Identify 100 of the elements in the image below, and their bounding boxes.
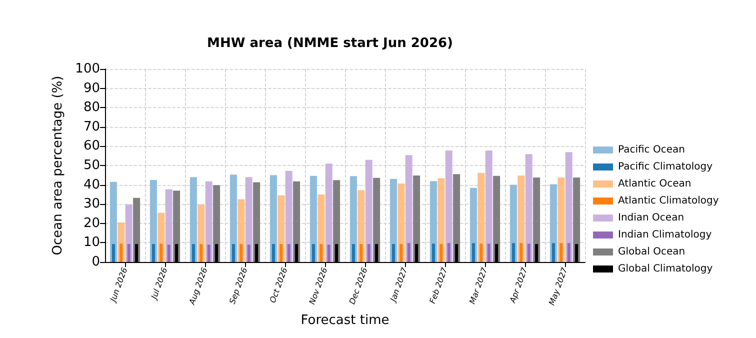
bar <box>310 176 317 262</box>
x-axis-title: Forecast time <box>300 313 390 328</box>
bar <box>167 244 170 262</box>
bar <box>127 244 130 262</box>
y-tick-label: 40 <box>83 177 100 192</box>
legend-label: Global Ocean <box>618 246 686 258</box>
bar <box>247 244 250 262</box>
bar <box>398 183 405 262</box>
bar <box>150 180 157 262</box>
bar <box>527 244 530 262</box>
bar <box>565 152 572 262</box>
bar <box>320 244 323 262</box>
bar <box>367 244 370 262</box>
bar <box>232 244 235 262</box>
y-tick-label: 30 <box>83 196 100 212</box>
bar <box>350 176 357 262</box>
x-tick-label: May 2027 <box>547 266 570 307</box>
bar <box>272 244 275 262</box>
bar <box>312 244 315 262</box>
bar <box>205 181 212 262</box>
bar <box>485 150 492 262</box>
bar <box>518 176 525 262</box>
bar <box>525 154 532 262</box>
bar <box>512 243 515 262</box>
bar <box>112 244 115 262</box>
bar <box>285 170 292 262</box>
bar <box>240 244 243 262</box>
y-tick-label: 20 <box>83 216 100 231</box>
legend-label: Atlantic Ocean <box>618 178 692 190</box>
bar <box>160 244 163 262</box>
bar <box>438 178 445 262</box>
bar <box>352 244 355 262</box>
chart-title: MHW area (NMME start Jun 2026) <box>207 36 453 51</box>
bar <box>270 175 277 262</box>
legend-label: Atlantic Climatology <box>618 196 719 206</box>
bar <box>120 244 123 262</box>
x-tick-label: Jun 2026 <box>108 266 130 305</box>
bar <box>365 160 372 262</box>
bar <box>487 244 490 262</box>
bar <box>480 244 483 262</box>
x-tick-label: Oct 2026 <box>268 266 290 304</box>
y-tick-label: 80 <box>83 100 100 116</box>
bar <box>400 244 403 262</box>
y-tick-label: 0 <box>92 254 100 270</box>
bar <box>253 182 260 262</box>
bar <box>560 243 563 262</box>
x-tick-label: Jul 2026 <box>148 266 170 302</box>
bar <box>573 177 580 262</box>
bar <box>207 244 210 262</box>
y-tick-label: 50 <box>83 158 100 173</box>
legend-label: Pacific Climatology <box>618 162 713 172</box>
y-axis-title: Ocean area percentage (%) <box>50 76 66 256</box>
bar <box>407 243 410 262</box>
bar <box>405 155 412 262</box>
bar <box>325 164 332 262</box>
bar <box>447 243 450 262</box>
bar <box>533 177 540 262</box>
bar <box>430 181 437 262</box>
bar <box>390 178 397 262</box>
y-tick-label: 60 <box>83 138 100 154</box>
bar <box>413 176 420 262</box>
bar <box>567 243 570 262</box>
x-tick-label: Aug 2026 <box>187 266 210 307</box>
bar <box>152 244 155 262</box>
bar <box>245 177 252 262</box>
bar <box>373 178 380 262</box>
x-tick-label: Dec 2026 <box>348 266 370 306</box>
x-tick-label: Apr 2027 <box>508 266 530 306</box>
x-tick-label: Nov 2026 <box>308 266 330 306</box>
legend-label: Pacific Ocean <box>618 144 685 156</box>
y-tick-label: 10 <box>83 235 100 250</box>
y-tick-label: 70 <box>83 119 100 134</box>
bar <box>327 244 330 262</box>
bar <box>478 172 485 262</box>
x-tick-label: Mar 2027 <box>468 266 490 306</box>
x-tick-label: Jan 2027 <box>388 266 410 305</box>
bar <box>453 174 460 262</box>
bar <box>190 177 197 262</box>
bar <box>293 181 300 262</box>
bar <box>558 177 565 262</box>
y-tick-label: 100 <box>75 62 100 76</box>
bar <box>287 244 290 262</box>
bar <box>200 244 203 262</box>
legend-label: Global Climatology <box>618 264 713 274</box>
bar <box>520 243 523 262</box>
bar <box>432 244 435 262</box>
bar <box>280 244 283 262</box>
bar <box>360 244 363 262</box>
bar <box>392 244 395 262</box>
bar <box>445 150 452 262</box>
legend-label: Indian Climatology <box>618 230 712 240</box>
bar <box>192 244 195 262</box>
bar <box>333 180 340 262</box>
bar <box>230 174 237 262</box>
bar <box>472 243 475 262</box>
legend-label: Indian Ocean <box>618 212 684 224</box>
y-tick-label: 90 <box>83 80 100 96</box>
bar <box>110 182 117 262</box>
bar <box>552 243 555 262</box>
x-tick-label: Sep 2026 <box>228 266 250 306</box>
